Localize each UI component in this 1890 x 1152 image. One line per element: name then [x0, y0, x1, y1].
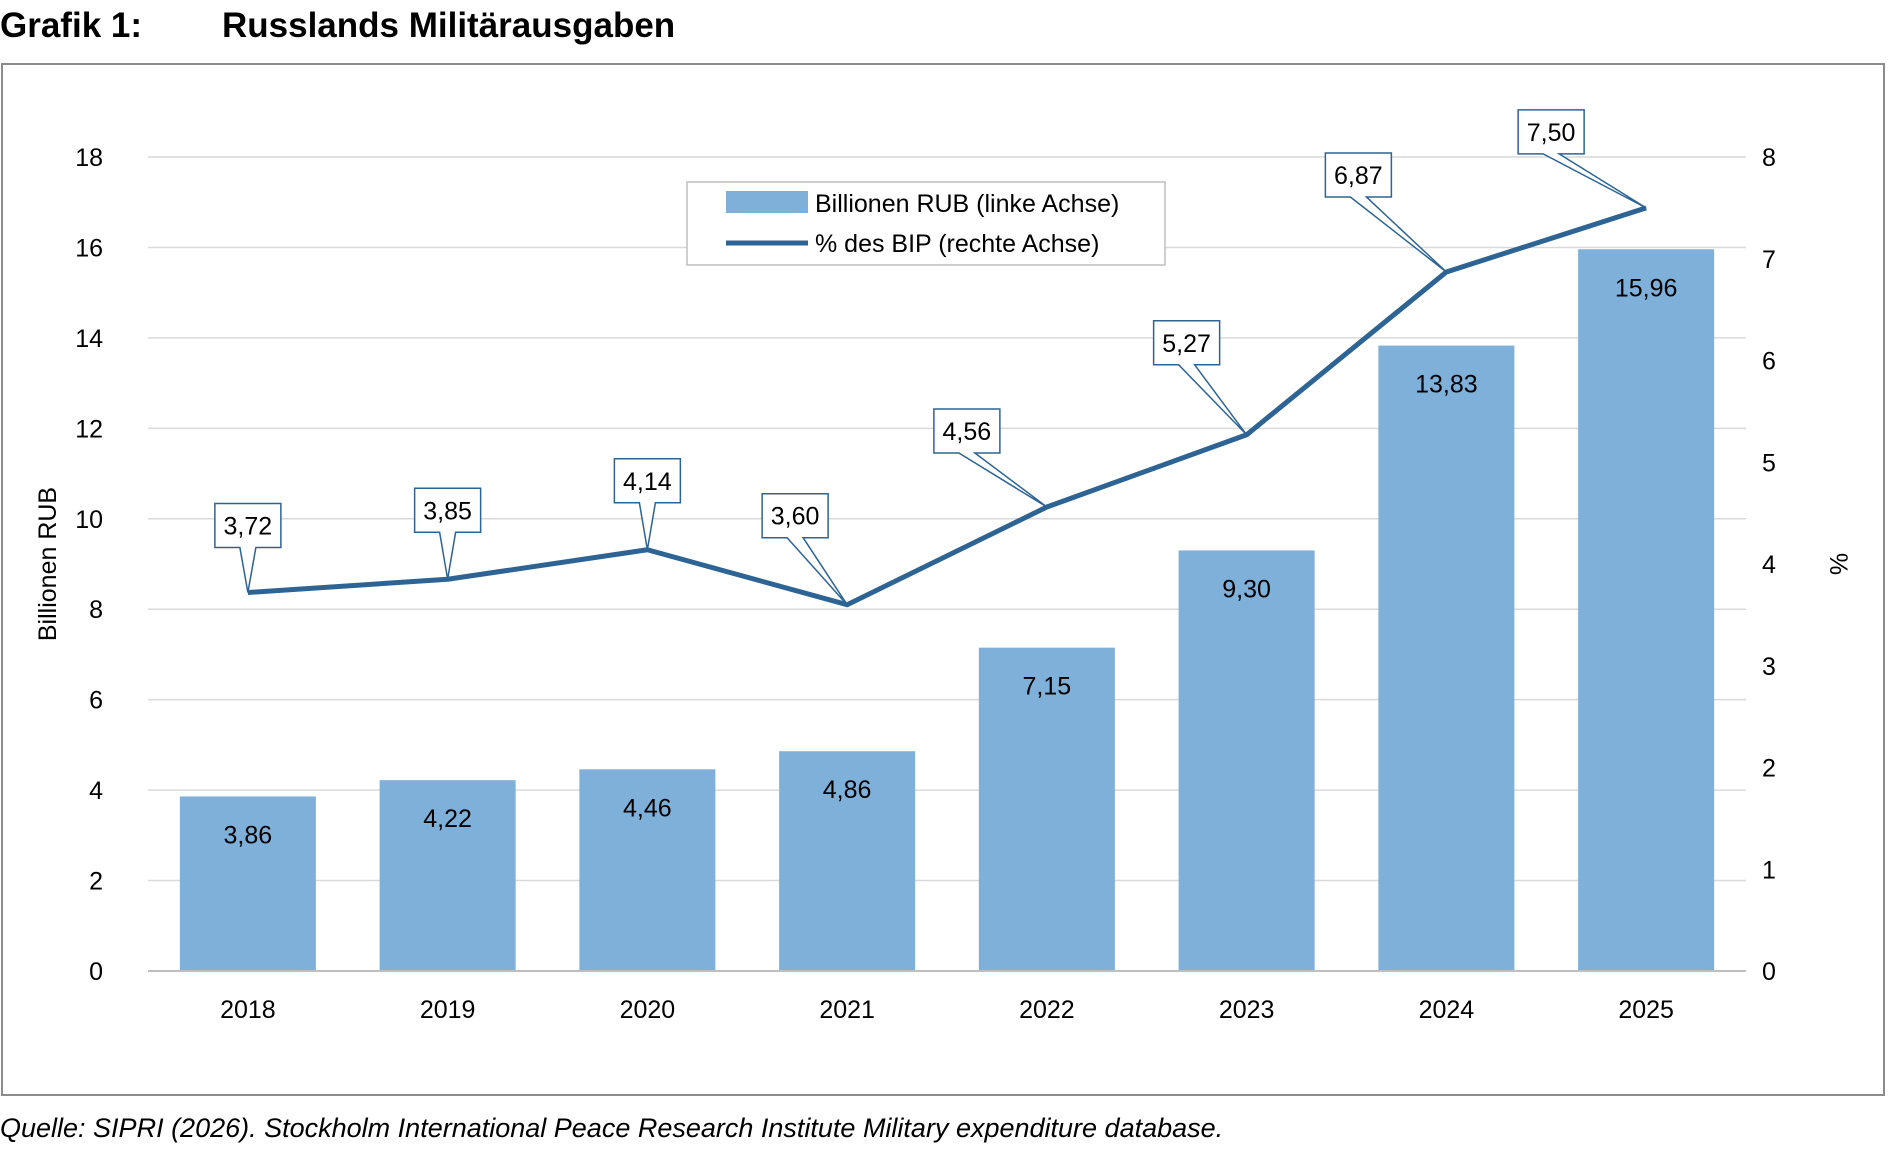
y2-tick-label: 4: [1762, 551, 1776, 579]
x-tick-label: 2021: [819, 996, 875, 1024]
y-tick-label: 0: [89, 958, 103, 986]
line-value-callout: [1324, 152, 1447, 273]
y-tick-label: 2: [89, 868, 103, 896]
y2-tick-label: 6: [1762, 348, 1776, 376]
bar-value-label: 7,15: [1023, 673, 1072, 701]
bar-value-label: 4,46: [623, 794, 672, 822]
line-value-label: 4,56: [943, 418, 992, 446]
bar: [978, 647, 1115, 971]
y-tick-label: 14: [75, 325, 103, 353]
line-value-label: 6,87: [1334, 162, 1383, 190]
x-tick-label: 2018: [220, 996, 276, 1024]
legend-swatch-bar: [726, 191, 808, 213]
line-value-label: 3,60: [771, 503, 820, 531]
figure-title: Russlands Militärausgaben: [222, 6, 676, 45]
bar-value-label: 4,86: [823, 776, 872, 804]
line-value-callout: [214, 502, 282, 593]
figure-header: Grafik 1: Russlands Militärausgaben: [0, 6, 1890, 50]
y2-tick-label: 7: [1762, 246, 1776, 274]
y-tick-label: 8: [89, 596, 103, 624]
line-value-label: 4,14: [623, 468, 672, 496]
line-value-callout: [1152, 320, 1248, 436]
x-tick-label: 2019: [420, 996, 476, 1024]
line-value-callout: [413, 487, 482, 580]
bar: [579, 769, 716, 971]
line-value-label: 3,85: [423, 497, 472, 525]
y2-tick-label: 0: [1762, 958, 1776, 986]
y-tick-label: 12: [75, 415, 103, 443]
bar-value-label: 15,96: [1615, 274, 1678, 302]
bar-value-label: 4,22: [423, 805, 472, 833]
source-note: Quelle: SIPRI (2026). Stockholm Internat…: [0, 1113, 1224, 1143]
y-tick-label: 6: [89, 687, 103, 715]
x-tick-label: 2020: [620, 996, 676, 1024]
y2-tick-label: 5: [1762, 449, 1776, 477]
y-tick-label: 16: [75, 234, 103, 262]
line-value-label: 7,50: [1527, 119, 1576, 147]
y2-tick-label: 1: [1762, 856, 1776, 884]
x-tick-label: 2023: [1219, 996, 1275, 1024]
bar: [1178, 550, 1315, 971]
bar-value-label: 13,83: [1415, 371, 1478, 399]
x-tick-label: 2025: [1618, 996, 1674, 1024]
y-axis-title: Billionen RUB: [34, 487, 62, 641]
bar: [779, 751, 916, 971]
y2-tick-label: 8: [1762, 144, 1776, 172]
bar-value-label: 3,86: [224, 821, 273, 849]
line-value-label: 3,72: [224, 512, 273, 540]
y2-tick-label: 3: [1762, 653, 1776, 681]
bar: [379, 780, 516, 971]
line-value-label: 5,27: [1162, 330, 1211, 358]
line-value-callout: [1517, 109, 1647, 209]
y-tick-label: 4: [89, 777, 103, 805]
line-value-callout: [613, 458, 682, 550]
chart-frame: [1, 63, 1885, 1096]
bar: [1578, 249, 1715, 972]
y2-tick-label: 2: [1762, 755, 1776, 783]
line-value-callout: [761, 492, 848, 606]
y-tick-label: 10: [75, 506, 103, 534]
figure-number: Grafik 1:: [0, 6, 142, 45]
legend-label-line: % des BIP (rechte Achse): [815, 230, 1099, 258]
y2-axis-title: %: [1824, 553, 1852, 575]
bar-value-label: 9,30: [1222, 575, 1271, 603]
bar: [1378, 345, 1515, 971]
line-value-callout: [933, 408, 1048, 508]
line-series: [247, 205, 1647, 608]
legend-label-bar: Billionen RUB (linke Achse): [815, 190, 1119, 218]
x-tick-label: 2024: [1419, 996, 1475, 1024]
bar: [179, 796, 316, 971]
x-tick-label: 2022: [1019, 996, 1075, 1024]
y-tick-label: 18: [75, 144, 103, 172]
